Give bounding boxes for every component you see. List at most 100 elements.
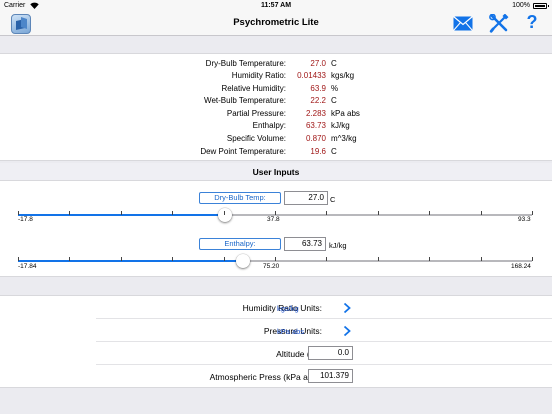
slider-tick bbox=[172, 257, 173, 261]
help-button[interactable]: ? bbox=[526, 12, 538, 32]
result-unit: m^3/kg bbox=[331, 134, 357, 143]
user-inputs-panel: Dry-Bulb Temp: 27.0 C -17.8 37.8 93.3 En… bbox=[0, 181, 552, 277]
result-label: Partial Pressure: bbox=[226, 109, 286, 118]
result-label: Specific Volume: bbox=[226, 134, 286, 143]
dry-bulb-slider-fill bbox=[18, 214, 226, 216]
result-value: 27.0 bbox=[310, 59, 326, 68]
dry-bulb-temp-unit: C bbox=[330, 195, 336, 204]
slider-tick bbox=[429, 211, 430, 215]
slider-tick bbox=[121, 211, 122, 215]
enthalpy-mid-label: 75.20 bbox=[263, 263, 280, 270]
pressure-units-value[interactable]: kPa abs bbox=[277, 327, 305, 336]
results-panel: Dry-Bulb Temperature: 27.0 C Humidity Ra… bbox=[0, 53, 552, 161]
slider-tick bbox=[481, 211, 482, 215]
slider-tick bbox=[481, 257, 482, 261]
enthalpy-slider-track[interactable] bbox=[18, 260, 532, 262]
slider-tick bbox=[224, 257, 225, 261]
result-row-dew-point: Dew Point Temperature: 19.6 C bbox=[0, 147, 552, 159]
slider-tick bbox=[326, 211, 327, 215]
status-time: 11:57 AM bbox=[260, 2, 292, 9]
dry-bulb-temp-field[interactable]: 27.0 bbox=[284, 191, 328, 205]
result-label: Dry-Bulb Temperature: bbox=[205, 59, 286, 68]
dry-bulb-slider-track[interactable] bbox=[18, 214, 532, 216]
enthalpy-button[interactable]: Enthalpy: bbox=[199, 238, 281, 250]
slider-tick bbox=[18, 257, 19, 261]
wifi-icon bbox=[30, 2, 39, 11]
result-row-humidity-ratio: Humidity Ratio: 0.01433 kgs/kg bbox=[0, 71, 552, 83]
result-row-relative-humidity: Relative Humidity: 63.9 % bbox=[0, 84, 552, 96]
carrier-label: Carrier bbox=[4, 2, 26, 9]
humidity-units-label: Humidity Ratio Units: bbox=[242, 303, 322, 313]
pressure-units-row[interactable]: Pressure Units: kPa abs bbox=[96, 319, 552, 342]
enthalpy-unit: kJ/kg bbox=[329, 241, 347, 250]
result-unit: kJ/kg bbox=[331, 121, 350, 130]
status-bar: Carrier 11:57 AM 100% bbox=[0, 0, 552, 11]
result-unit: C bbox=[331, 147, 337, 156]
slider-tick bbox=[275, 257, 276, 261]
slider-tick bbox=[378, 211, 379, 215]
battery-percent: 100% bbox=[512, 2, 530, 9]
result-row-partial-pressure: Partial Pressure: 2.283 kPa abs bbox=[0, 109, 552, 121]
app-cube-icon[interactable] bbox=[11, 14, 31, 34]
atm-press-field[interactable]: 101.379 bbox=[308, 369, 353, 383]
dry-bulb-slider-thumb[interactable] bbox=[218, 208, 233, 222]
humidity-units-value[interactable]: kgs/kg bbox=[277, 304, 299, 313]
settings-panel: Humidity Ratio Units: kgs/kg Pressure Un… bbox=[0, 295, 552, 388]
user-inputs-header: User Inputs bbox=[0, 163, 552, 181]
result-label: Relative Humidity: bbox=[221, 84, 286, 93]
result-label: Wet-Bulb Temperature: bbox=[204, 96, 286, 105]
result-label: Enthalpy: bbox=[252, 121, 286, 130]
result-value: 0.870 bbox=[305, 134, 326, 143]
slider-tick bbox=[18, 211, 19, 215]
tools-icon[interactable] bbox=[489, 13, 509, 33]
result-row-specific-volume: Specific Volume: 0.870 m^3/kg bbox=[0, 134, 552, 146]
result-unit: % bbox=[331, 84, 339, 93]
slider-tick bbox=[429, 257, 430, 261]
slider-tick bbox=[69, 257, 70, 261]
altitude-row: Altitude (m): 0.0 bbox=[96, 342, 552, 365]
altitude-label: Altitude (m): bbox=[276, 349, 322, 359]
result-row-dry-bulb: Dry-Bulb Temperature: 27.0 C bbox=[0, 59, 552, 71]
enthalpy-slider-fill bbox=[18, 260, 244, 262]
slider-tick bbox=[224, 211, 225, 215]
enthalpy-field[interactable]: 63.73 bbox=[284, 237, 326, 251]
result-value: 63.73 bbox=[305, 121, 326, 130]
result-label: Dew Point Temperature: bbox=[200, 147, 286, 156]
result-value: 22.2 bbox=[310, 96, 326, 105]
enthalpy-max-label: 168.24 bbox=[511, 263, 531, 270]
enthalpy-slider-thumb[interactable] bbox=[236, 254, 251, 268]
slider-tick bbox=[275, 211, 276, 215]
slider-tick bbox=[121, 257, 122, 261]
altitude-field[interactable]: 0.0 bbox=[308, 346, 353, 360]
slider-tick bbox=[172, 211, 173, 215]
slider-tick bbox=[326, 257, 327, 261]
slider-tick bbox=[532, 211, 533, 215]
result-unit: kPa abs bbox=[331, 109, 360, 118]
chevron-right-icon[interactable] bbox=[341, 301, 353, 314]
result-value: 2.283 bbox=[305, 109, 326, 118]
enthalpy-min-label: -17.84 bbox=[18, 263, 37, 270]
chevron-right-icon[interactable] bbox=[341, 324, 353, 337]
page-title: Psychrometric Lite bbox=[233, 17, 319, 28]
atm-press-row: Atmospheric Press (kPa abs): 101.379 bbox=[96, 365, 552, 388]
result-unit: C bbox=[331, 59, 337, 68]
dry-bulb-min-label: -17.8 bbox=[18, 216, 33, 223]
slider-tick bbox=[378, 257, 379, 261]
result-unit: kgs/kg bbox=[331, 71, 355, 80]
pressure-units-label: Pressure Units: bbox=[263, 326, 322, 336]
slider-tick bbox=[69, 211, 70, 215]
humidity-units-row[interactable]: Humidity Ratio Units: kgs/kg bbox=[96, 296, 552, 319]
nav-bar: Psychrometric Lite ? bbox=[0, 11, 552, 36]
battery-icon bbox=[533, 3, 549, 9]
slider-tick bbox=[532, 257, 533, 261]
result-value: 19.6 bbox=[310, 147, 326, 156]
result-value: 0.01433 bbox=[297, 71, 326, 80]
mail-icon[interactable] bbox=[453, 15, 473, 32]
dry-bulb-max-label: 93.3 bbox=[518, 216, 531, 223]
result-value: 63.9 bbox=[310, 84, 326, 93]
atm-press-label: Atmospheric Press (kPa abs): bbox=[209, 372, 322, 382]
dry-bulb-temp-button[interactable]: Dry-Bulb Temp: bbox=[199, 192, 281, 204]
result-label: Humidity Ratio: bbox=[231, 71, 286, 80]
dry-bulb-mid-label: 37.8 bbox=[267, 216, 280, 223]
result-unit: C bbox=[331, 96, 337, 105]
